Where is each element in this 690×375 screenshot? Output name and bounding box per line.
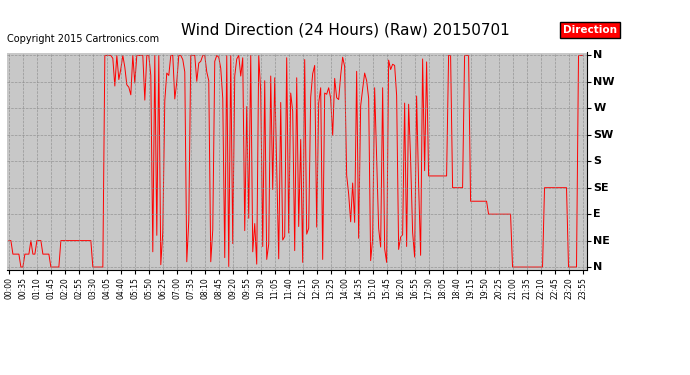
Text: Direction: Direction <box>563 25 617 35</box>
Text: S: S <box>593 156 602 166</box>
Text: SW: SW <box>593 130 613 140</box>
Text: E: E <box>593 209 601 219</box>
Text: NE: NE <box>593 236 610 246</box>
Text: N: N <box>593 262 602 272</box>
Text: W: W <box>593 104 606 113</box>
Text: Wind Direction (24 Hours) (Raw) 20150701: Wind Direction (24 Hours) (Raw) 20150701 <box>181 22 509 38</box>
Text: SE: SE <box>593 183 609 193</box>
Text: NW: NW <box>593 77 615 87</box>
Text: Copyright 2015 Cartronics.com: Copyright 2015 Cartronics.com <box>7 34 159 44</box>
Text: N: N <box>593 51 602 60</box>
